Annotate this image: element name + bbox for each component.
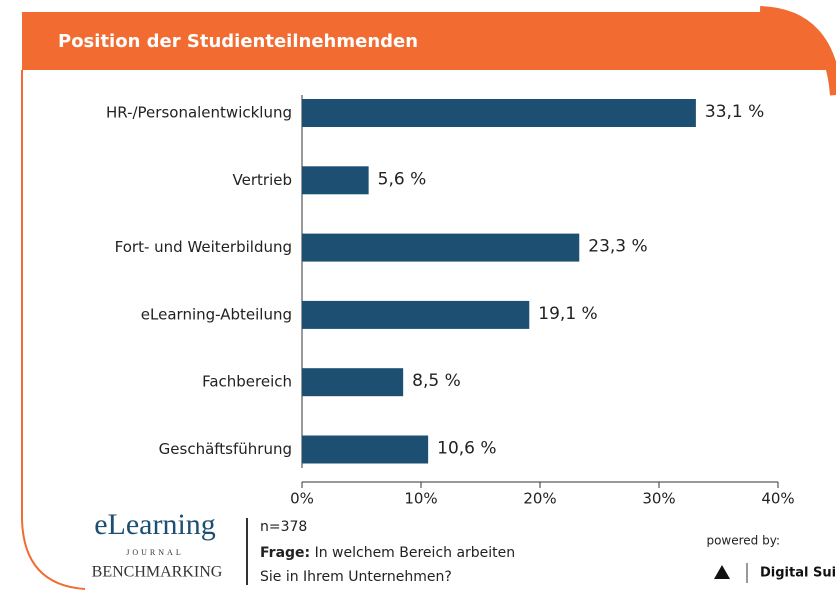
sample-size: n=378 [260, 519, 307, 535]
question: Frage: In welchem Bereich arbeiten [260, 545, 515, 561]
y-tick-label: Fachbereich [202, 373, 292, 391]
value-label: 5,6 % [378, 169, 427, 189]
bar [302, 435, 429, 464]
y-tick-label: Geschäftsführung [159, 440, 292, 458]
y-tick-label: eLearning-Abteilung [141, 305, 292, 323]
x-tick-label: 30% [642, 490, 675, 508]
question-line: In welchem Bereich arbeiten [315, 545, 516, 561]
logo-title: eLearning [94, 508, 216, 541]
powered-by: powered by: [706, 534, 780, 548]
bar [302, 368, 404, 397]
x-tick-label: 20% [523, 490, 556, 508]
value-label: 33,1 % [705, 102, 764, 122]
value-label: 23,3 % [588, 237, 647, 257]
x-tick-label: 40% [761, 490, 794, 508]
y-tick-label: Fort- und Weiterbildung [115, 238, 292, 256]
bar [302, 300, 530, 329]
value-label: 8,5 % [412, 371, 461, 391]
logo-sub: JOURNAL [126, 548, 183, 557]
brand-icon [714, 565, 730, 579]
x-tick-label: 10% [404, 490, 437, 508]
value-label: 19,1 % [538, 304, 597, 324]
x-tick-label: 0% [290, 490, 314, 508]
value-label: 10,6 % [437, 439, 496, 459]
y-tick-label: HR-/Personalentwicklung [106, 104, 292, 122]
y-tick-label: Vertrieb [233, 171, 292, 189]
bar [302, 166, 369, 195]
bar [302, 99, 696, 127]
bar [302, 233, 580, 262]
question-label: Frage: [260, 545, 310, 561]
frame-left [21, 70, 86, 590]
logo-benchmark: BENCHMARKING [92, 564, 223, 581]
chart-title: Position der Studienteilnehmenden [58, 31, 418, 52]
brand: Digital Suite [760, 566, 836, 581]
header-band [22, 12, 836, 90]
frame-curve [759, 6, 836, 96]
question-line: Sie in Ihrem Unternehmen? [260, 569, 452, 585]
